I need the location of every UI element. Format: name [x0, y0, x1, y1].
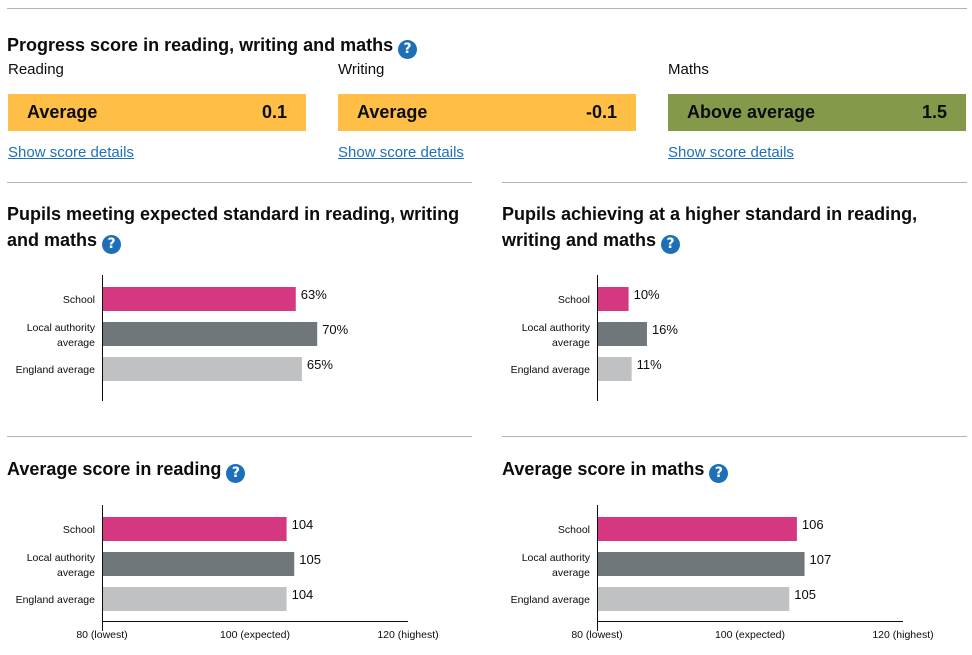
divider-right-1 [502, 182, 967, 183]
divider-left-2 [7, 436, 472, 437]
chart-bar [103, 587, 287, 611]
writing-score: -0.1 [585, 102, 617, 122]
category-label: Local authority [522, 552, 591, 564]
chart-bar [103, 552, 295, 576]
reading-chart-svg: 104 School 105 Local authority average 104 Eng… [16, 505, 439, 641]
chart-bar [598, 587, 790, 611]
expected-chart: 63% School 70% Local authority average 65% Eng… [0, 275, 470, 401]
reading-label: Reading [8, 61, 64, 78]
bar-value-label: 105 [794, 587, 816, 602]
chart-bar [103, 357, 302, 381]
help-icon[interactable]: ? [709, 464, 729, 483]
higher-title-line2: writing and maths [502, 230, 657, 250]
writing-band: Average [357, 102, 428, 122]
expected-title-line1: Pupils meeting expected standard in read… [7, 204, 460, 224]
help-icon[interactable]: ? [102, 235, 122, 254]
category-label: average [552, 337, 590, 349]
chart-bar [598, 322, 647, 346]
bar-value-label: 11% [637, 357, 662, 372]
maths-avg-title-text: Average score in maths [502, 459, 705, 479]
maths-label: Maths [668, 61, 709, 78]
expected-title-line2: and maths [7, 230, 98, 250]
reading-band: Average [27, 102, 98, 122]
chart-bar [598, 287, 629, 311]
category-label: average [552, 567, 590, 579]
x-tick-label: 100 (expected) [220, 629, 290, 641]
progress-title: Progress score in reading, writing and m… [7, 32, 418, 59]
reading-score-box: Average 0.1 [8, 94, 306, 131]
bar-value-label: 70% [322, 322, 348, 337]
chart-bar [103, 517, 287, 541]
maths-chart: 106 School 107 Local authority average 105 Eng… [495, 505, 965, 650]
category-label: average [57, 337, 95, 349]
category-label: Local authority [27, 552, 96, 564]
help-icon[interactable]: ? [226, 464, 246, 483]
higher-title-line1: Pupils achieving at a higher standard in… [502, 204, 918, 224]
maths-band: Above average [687, 102, 816, 122]
bar-value-label: 104 [292, 517, 314, 532]
top-divider [7, 8, 967, 9]
expected-title: Pupils meeting expected standard in read… [7, 201, 472, 254]
category-label: Local authority [522, 322, 591, 334]
category-label: Local authority [27, 322, 96, 334]
help-icon[interactable]: ? [661, 235, 681, 254]
category-label: School [63, 524, 95, 536]
category-label: England average [16, 364, 96, 376]
bar-value-label: 106 [802, 517, 824, 532]
bar-value-label: 10% [634, 287, 660, 302]
higher-chart-svg: 10% School 16% Local authority average 11% Eng… [511, 275, 678, 401]
category-label: England average [16, 594, 96, 606]
category-label: School [558, 294, 590, 306]
reading-chart: 104 School 105 Local authority average 104 Eng… [0, 505, 470, 650]
reading-show-details-link[interactable]: Show score details [8, 144, 134, 161]
reading-score: 0.1 [261, 102, 287, 122]
writing-label: Writing [338, 61, 385, 78]
x-tick-label: 80 (lowest) [571, 629, 622, 641]
x-tick-label: 120 (highest) [872, 629, 933, 641]
bar-value-label: 105 [299, 552, 321, 567]
category-label: School [63, 294, 95, 306]
maths-score-box: Above average 1.5 [668, 94, 966, 131]
chart-bar [598, 357, 632, 381]
chart-bar [598, 552, 805, 576]
x-tick-label: 100 (expected) [715, 629, 785, 641]
bar-value-label: 107 [810, 552, 832, 567]
maths-avg-title: Average score in maths? [502, 456, 729, 483]
x-tick-label: 80 (lowest) [76, 629, 127, 641]
bar-value-label: 104 [292, 587, 314, 602]
bar-value-label: 16% [652, 322, 678, 337]
chart-bar [598, 517, 797, 541]
category-label: England average [511, 594, 591, 606]
reading-avg-title-text: Average score in reading [7, 459, 222, 479]
writing-show-details-link[interactable]: Show score details [338, 144, 464, 161]
maths-show-details-link[interactable]: Show score details [668, 144, 794, 161]
progress-title-text: Progress score in reading, writing and m… [7, 35, 394, 55]
reading-avg-title: Average score in reading? [7, 456, 246, 483]
category-label: England average [511, 364, 591, 376]
category-label: average [57, 567, 95, 579]
divider-right-2 [502, 436, 967, 437]
bar-value-label: 65% [307, 357, 333, 372]
higher-title: Pupils achieving at a higher standard in… [502, 201, 967, 254]
higher-chart: 10% School 16% Local authority average 11% Eng… [495, 275, 965, 401]
maths-score: 1.5 [921, 102, 947, 122]
divider-left-1 [7, 182, 472, 183]
chart-bar [103, 287, 296, 311]
bar-value-label: 63% [301, 287, 327, 302]
category-label: School [558, 524, 590, 536]
expected-chart-svg: 63% School 70% Local authority average 65% Eng… [16, 275, 349, 401]
writing-score-box: Average -0.1 [338, 94, 636, 131]
chart-bar [103, 322, 318, 346]
help-icon[interactable]: ? [398, 40, 418, 59]
x-tick-label: 120 (highest) [377, 629, 438, 641]
maths-chart-svg: 106 School 107 Local authority average 105 Eng… [511, 505, 934, 641]
